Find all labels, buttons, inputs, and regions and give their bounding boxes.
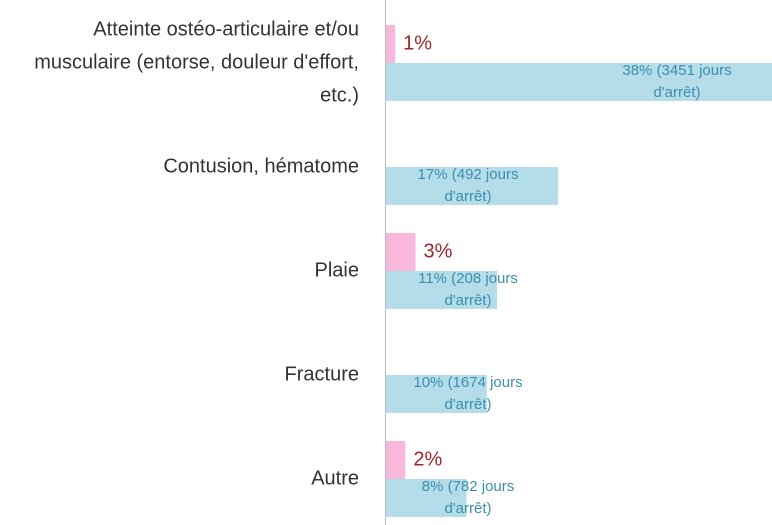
category-label: Atteinte ostéo-articulaire et/ou muscula… [34, 18, 359, 107]
bar [385, 375, 487, 413]
value-label: 1% [403, 32, 433, 55]
value-label: 3% [423, 240, 453, 263]
bar [385, 167, 559, 205]
bar [385, 233, 416, 271]
value-label: 11% (208 jours d'arrêt) [418, 270, 518, 309]
category-label: Contusion, hématome [163, 155, 359, 178]
bar [385, 271, 498, 309]
bar [385, 63, 772, 101]
bar [385, 479, 467, 517]
category-label: Plaie [314, 259, 359, 282]
bar [385, 441, 406, 479]
value-label: 10% (1674 jours d'arrêt) [413, 374, 523, 413]
value-label: 38% (3451 jours d'arrêt) [622, 62, 732, 101]
value-label: 2% [413, 448, 443, 471]
bar [385, 25, 396, 63]
value-label: 17% (492 jours d'arrêt) [417, 166, 519, 205]
category-label: Autre [311, 467, 359, 490]
category-label: Fracture [284, 363, 359, 386]
value-label: 8% (782 jours d'arrêt) [421, 478, 515, 517]
